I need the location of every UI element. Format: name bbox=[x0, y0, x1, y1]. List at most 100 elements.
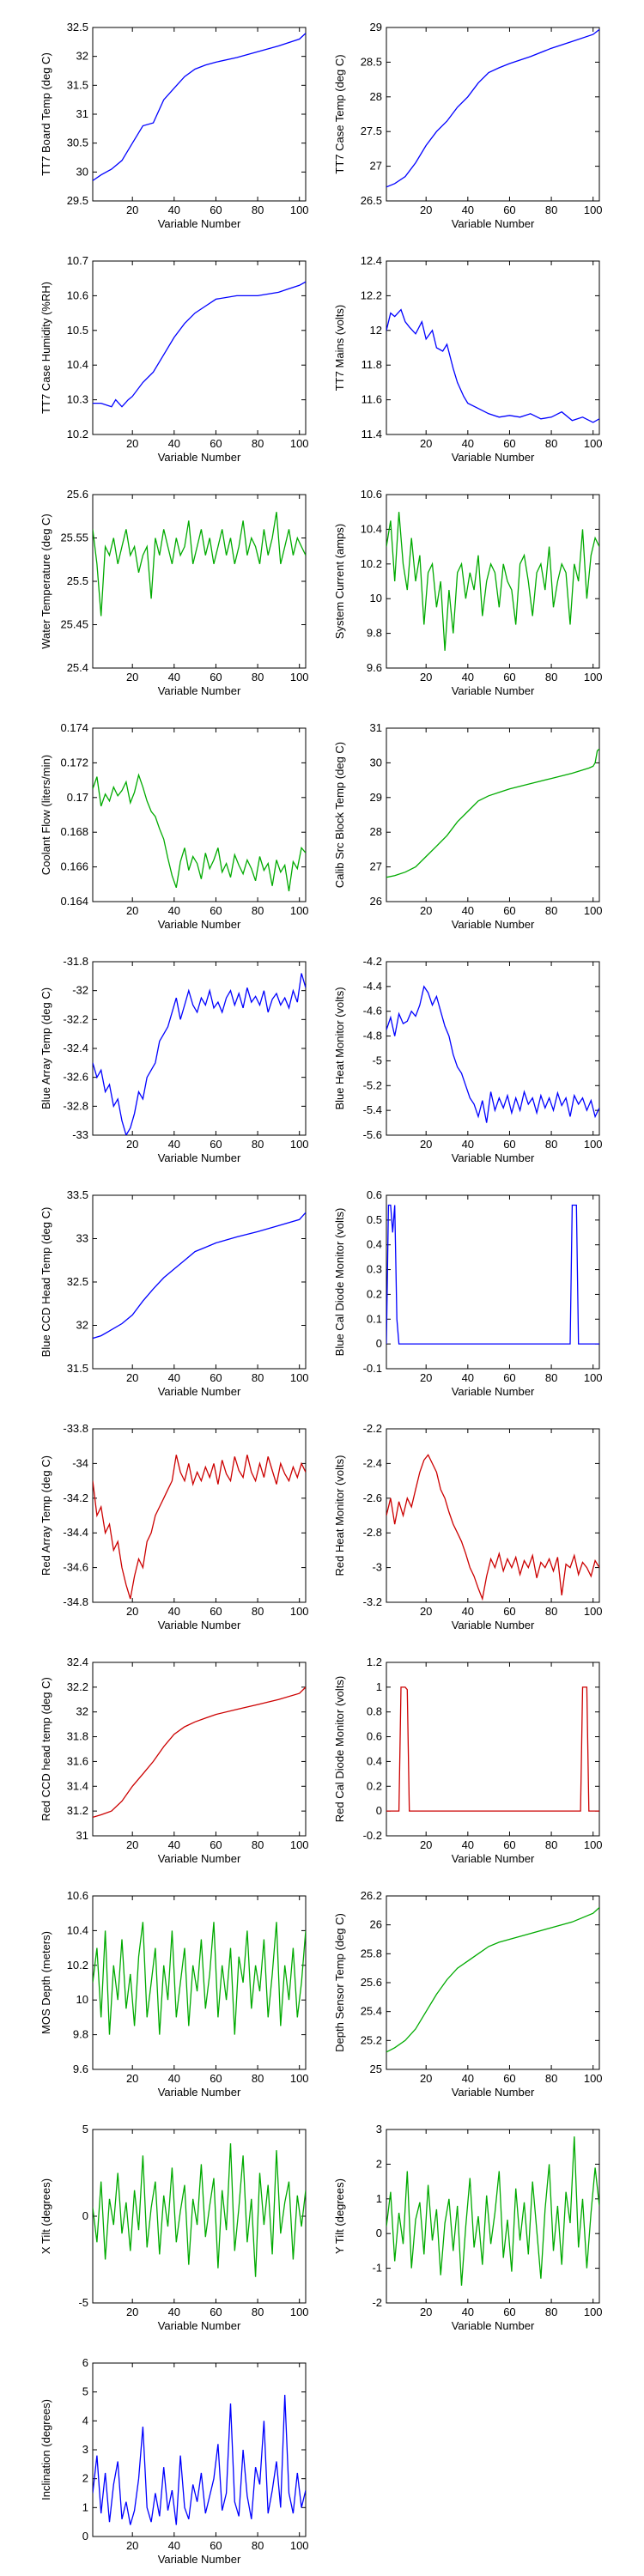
y-tick-label: 10.2 bbox=[67, 1959, 88, 1971]
chart-2: 20 40 60 80 100 26.5 27 27.5 28 28.5 29 Variable Nu… bbox=[333, 21, 603, 230]
y-tick-label: -5 bbox=[78, 2296, 88, 2309]
series-line bbox=[386, 28, 599, 188]
y-tick-label: 27 bbox=[370, 160, 382, 173]
series-line bbox=[386, 512, 599, 651]
x-tick-label: 20 bbox=[420, 1605, 432, 1618]
y-tick-label: 33 bbox=[76, 1232, 88, 1245]
y-tick-label: 0.168 bbox=[60, 825, 88, 838]
y-tick-label: 9.6 bbox=[73, 2063, 88, 2075]
y-tick-label: 0.2 bbox=[367, 1779, 382, 1792]
x-tick-label: 20 bbox=[126, 2072, 138, 2085]
x-axis-label: Variable Number bbox=[158, 1385, 241, 1398]
x-tick-label: 60 bbox=[210, 1371, 222, 1384]
y-tick-label: 0 bbox=[82, 2530, 88, 2543]
x-tick-label: 20 bbox=[420, 204, 432, 216]
y-tick-label: 10.4 bbox=[67, 358, 88, 371]
y-tick-label: -32.4 bbox=[63, 1042, 88, 1054]
y-tick-label: 1 bbox=[82, 2500, 88, 2513]
y-axis-label: Inclination (degrees) bbox=[39, 2399, 52, 2500]
x-tick-label: 80 bbox=[252, 437, 264, 450]
y-tick-label: 0.1 bbox=[367, 1312, 382, 1325]
y-tick-label: 25.8 bbox=[361, 1947, 382, 1959]
plot-area bbox=[386, 727, 600, 902]
x-tick-label: 20 bbox=[126, 204, 138, 216]
x-tick-label: 40 bbox=[462, 1605, 474, 1618]
y-tick-label: -32.2 bbox=[63, 1012, 88, 1025]
y-tick-label: 29 bbox=[370, 791, 382, 804]
y-tick-label: -1 bbox=[372, 2262, 382, 2275]
x-tick-label: 80 bbox=[545, 904, 557, 917]
y-tick-label: -34 bbox=[72, 1456, 88, 1469]
x-tick-label: 60 bbox=[210, 1138, 222, 1151]
x-tick-label: 40 bbox=[168, 437, 180, 450]
y-axis-label: Y Tilt (degrees) bbox=[333, 2178, 346, 2254]
plot-area bbox=[92, 1662, 307, 1837]
y-axis-label: Blue Heat Monitor (volts) bbox=[333, 987, 346, 1109]
chart-3: 20 40 60 80 100 10.2 10.3 10.4 10.5 10.6 10.7 Varia… bbox=[39, 254, 309, 464]
y-tick-label: -3 bbox=[372, 1561, 382, 1574]
x-tick-label: 20 bbox=[126, 2539, 138, 2552]
x-tick-label: 80 bbox=[545, 1138, 557, 1151]
y-tick-label: 29 bbox=[370, 21, 382, 33]
x-axis-label: Variable Number bbox=[452, 451, 535, 464]
x-tick-label: 80 bbox=[545, 1371, 557, 1384]
y-tick-label: 29.5 bbox=[67, 194, 88, 207]
y-tick-label: 25.6 bbox=[361, 1976, 382, 1989]
y-tick-label: 0 bbox=[376, 1804, 382, 1817]
series-line bbox=[93, 281, 306, 408]
y-tick-label: 12.2 bbox=[361, 289, 382, 301]
x-tick-label: 40 bbox=[462, 2306, 474, 2318]
x-tick-label: 100 bbox=[584, 2072, 603, 2085]
y-tick-label: 30.5 bbox=[67, 137, 88, 149]
x-tick-label: 40 bbox=[462, 671, 474, 683]
chart-12: 20 40 60 80 100 -0.1 0 0.1 0.2 0.3 0.4 0.5 0.6 Variab… bbox=[333, 1188, 603, 1398]
x-tick-label: 80 bbox=[545, 1605, 557, 1618]
y-tick-label: -34.2 bbox=[63, 1492, 88, 1504]
chart-10: 20 40 60 80 100 -5.6 -5.4 -5.2 -5 -4.8 -4.6 -4.4 -4.… bbox=[333, 955, 603, 1164]
y-tick-label: -4.8 bbox=[363, 1030, 382, 1042]
x-axis-label: Variable Number bbox=[452, 1151, 535, 1164]
x-tick-label: 100 bbox=[584, 671, 603, 683]
chart-11: 20 40 60 80 100 31.5 32 32.5 33 33.5 Variable Numb… bbox=[39, 1188, 309, 1398]
plot-area bbox=[92, 260, 307, 435]
x-axis-label: Variable Number bbox=[158, 1852, 241, 1865]
y-axis-label: Water Temperature (deg C) bbox=[39, 513, 52, 649]
y-tick-label: -0.1 bbox=[363, 1362, 382, 1375]
y-tick-label: 33.5 bbox=[67, 1188, 88, 1201]
y-tick-label: 32.4 bbox=[67, 1656, 88, 1668]
y-tick-label: 32.5 bbox=[67, 1275, 88, 1288]
x-tick-label: 100 bbox=[584, 2306, 603, 2318]
y-tick-label: 9.8 bbox=[73, 2028, 88, 2041]
y-tick-label: 9.8 bbox=[367, 627, 382, 640]
x-tick-label: 60 bbox=[210, 904, 222, 917]
x-tick-label: 20 bbox=[126, 1371, 138, 1384]
y-tick-label: 10.2 bbox=[67, 428, 88, 440]
y-tick-label: 3 bbox=[82, 2443, 88, 2456]
y-tick-label: 0.17 bbox=[67, 791, 88, 804]
plot-area bbox=[92, 1428, 307, 1603]
y-tick-label: 25.4 bbox=[361, 2005, 382, 2018]
y-tick-label: 10.5 bbox=[67, 324, 88, 337]
chart-20: 20 40 60 80 100 -2 -1 0 1 2 3 Variable Number Y Tilt… bbox=[333, 2123, 603, 2332]
y-tick-label: 1.2 bbox=[367, 1656, 382, 1668]
x-tick-label: 40 bbox=[462, 204, 474, 216]
x-tick-label: 100 bbox=[290, 671, 309, 683]
x-tick-label: 20 bbox=[420, 2306, 432, 2318]
y-tick-label: -31.8 bbox=[63, 955, 88, 968]
series-line bbox=[93, 773, 306, 892]
x-axis-label: Variable Number bbox=[452, 1852, 535, 1865]
y-tick-label: 25.6 bbox=[67, 488, 88, 501]
y-tick-label: 32 bbox=[76, 1319, 88, 1332]
x-axis-label: Variable Number bbox=[452, 1619, 535, 1631]
x-tick-label: 60 bbox=[503, 1371, 515, 1384]
y-tick-label: 0 bbox=[376, 2227, 382, 2239]
y-tick-label: 1 bbox=[376, 2192, 382, 2205]
y-tick-label: 32 bbox=[76, 1705, 88, 1718]
x-tick-label: 80 bbox=[545, 671, 557, 683]
x-axis-label: Variable Number bbox=[158, 1151, 241, 1164]
x-axis-label: Variable Number bbox=[158, 2086, 241, 2099]
series-line bbox=[386, 985, 599, 1123]
y-tick-label: 26 bbox=[370, 1918, 382, 1931]
series-line bbox=[386, 1454, 599, 1601]
y-axis-label: Calib Src Block Temp (deg C) bbox=[333, 742, 346, 888]
